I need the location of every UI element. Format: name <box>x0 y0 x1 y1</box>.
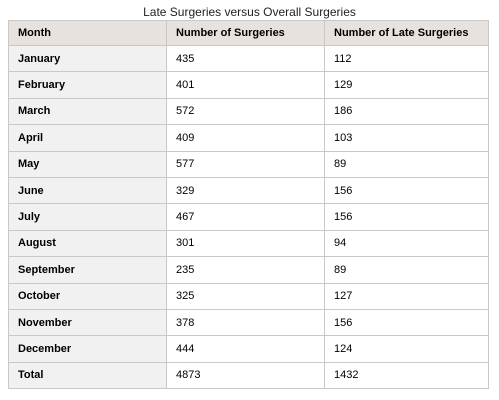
table-row: May 577 89 <box>8 150 489 178</box>
table-row: April 409 103 <box>8 124 489 152</box>
total-row: Total 4873 1432 <box>8 361 489 390</box>
late-surgeries-cell: 89 <box>324 150 489 178</box>
late-surgeries-cell: 89 <box>324 256 489 284</box>
late-surgeries-cell: 129 <box>324 71 489 99</box>
month-cell: July <box>8 203 167 231</box>
table-row: December 444 124 <box>8 335 489 363</box>
column-header-month: Month <box>8 20 167 46</box>
surgeries-cell: 401 <box>166 71 325 99</box>
table-row: March 572 186 <box>8 97 489 126</box>
table-row: October 325 127 <box>8 282 489 310</box>
late-surgeries-cell: 156 <box>324 308 489 337</box>
table-title: Late Surgeries versus Overall Surgeries <box>143 5 356 19</box>
surgeries-cell: 329 <box>166 176 325 205</box>
surgeries-cell: 235 <box>166 256 325 284</box>
late-surgeries-cell: 103 <box>324 124 489 152</box>
table-row: February 401 129 <box>8 71 489 99</box>
total-label-cell: Total <box>8 361 167 390</box>
month-cell: January <box>8 44 167 73</box>
month-cell: June <box>8 176 167 205</box>
month-cell: April <box>8 124 167 152</box>
late-surgeries-cell: 156 <box>324 176 489 205</box>
table-row: September 235 89 <box>8 256 489 284</box>
month-cell: February <box>8 71 167 99</box>
table-row: July 467 156 <box>8 203 489 231</box>
surgeries-cell: 378 <box>166 308 325 337</box>
column-header-number-of-late-surgeries: Number of Late Surgeries <box>324 20 489 46</box>
month-cell: August <box>8 229 167 258</box>
surgeries-cell: 467 <box>166 203 325 231</box>
total-surgeries-cell: 4873 <box>166 361 325 390</box>
header-row: Month Number of Surgeries Number of Late… <box>8 20 489 46</box>
late-surgeries-cell: 94 <box>324 229 489 258</box>
table-row: June 329 156 <box>8 176 489 205</box>
month-cell: May <box>8 150 167 178</box>
column-header-number-of-surgeries: Number of Surgeries <box>166 20 325 46</box>
late-surgeries-cell: 186 <box>324 97 489 126</box>
month-cell: December <box>8 335 167 363</box>
surgeries-cell: 444 <box>166 335 325 363</box>
table-row: November 378 156 <box>8 308 489 337</box>
surgeries-cell: 409 <box>166 124 325 152</box>
month-cell: November <box>8 308 167 337</box>
total-late-surgeries-cell: 1432 <box>324 361 489 390</box>
late-surgeries-cell: 127 <box>324 282 489 310</box>
late-surgeries-cell: 124 <box>324 335 489 363</box>
surgeries-cell: 577 <box>166 150 325 178</box>
surgeries-cell: 435 <box>166 44 325 73</box>
month-cell: September <box>8 256 167 284</box>
table-row: January 435 112 <box>8 44 489 73</box>
month-cell: October <box>8 282 167 310</box>
surgeries-cell: 325 <box>166 282 325 310</box>
table-row: August 301 94 <box>8 229 489 258</box>
surgeries-table: Month Number of Surgeries Number of Late… <box>8 20 489 390</box>
surgeries-cell: 301 <box>166 229 325 258</box>
late-surgeries-cell: 156 <box>324 203 489 231</box>
month-cell: March <box>8 97 167 126</box>
late-surgeries-cell: 112 <box>324 44 489 73</box>
surgeries-cell: 572 <box>166 97 325 126</box>
